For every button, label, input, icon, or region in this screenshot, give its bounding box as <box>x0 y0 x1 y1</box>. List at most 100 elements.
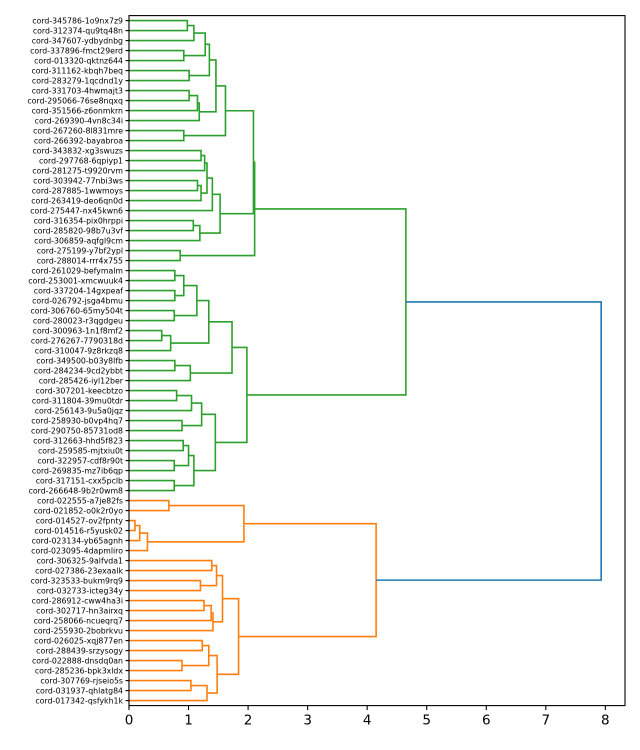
dendrogram-link <box>174 274 185 297</box>
leaf-label: cord-032733-icteg34y <box>37 586 124 595</box>
leaf-label: cord-290750-85731od8 <box>31 426 123 435</box>
leaf-label: cord-347607-ydbydnbg <box>32 36 123 45</box>
dendrogram-link <box>129 102 201 122</box>
leaf-label: cord-349500-b03y8lfb <box>36 356 123 365</box>
dendrogram-link <box>129 499 170 512</box>
dendrogram-link <box>129 177 214 212</box>
leaf-label: cord-261029-befymalm <box>31 266 123 275</box>
leaf-label: cord-275447-nx45kwn6 <box>30 206 123 215</box>
leaf-label: cord-017342-qsfykh1k <box>35 696 123 705</box>
leaf-label: cord-022555-a7je82fs <box>37 496 123 505</box>
leaf-label: cord-306325-9alfvda1 <box>37 556 123 565</box>
x-tick-label: 5 <box>422 713 431 729</box>
leaf-label: cord-316354-pix0hrppi <box>34 216 123 225</box>
dendrogram-link <box>129 679 192 692</box>
dendrogram-link <box>174 454 195 487</box>
leaf-label: cord-288014-rrr4x755 <box>37 256 123 265</box>
leaf-label: cord-343832-xg3swuzs <box>32 146 123 155</box>
dendrogram-link <box>129 612 214 632</box>
leaf-label: cord-014516-r5yusk02 <box>34 526 123 535</box>
leaf-label: cord-266392-bayabroa <box>34 136 123 145</box>
leaf-label: cord-297768-6qpiyp1 <box>39 156 123 165</box>
dendrogram-link <box>129 532 149 552</box>
dendrogram-link <box>190 321 233 374</box>
dendrogram-link <box>174 284 198 317</box>
leaf-label: cord-337204-14gxpeaf <box>34 286 123 295</box>
dendrogram-link <box>199 59 217 113</box>
dendrogram-link <box>129 69 190 82</box>
leaf-label: cord-253001-xmcwuuk4 <box>28 276 123 285</box>
x-tick-label: 3 <box>303 713 312 729</box>
leaf-label: cord-283279-1qcdnd1y <box>32 76 123 85</box>
dendrogram-link <box>129 394 193 412</box>
x-tick-label: 4 <box>363 713 372 729</box>
leaf-label: cord-307769-rjseio5s <box>40 676 123 685</box>
leaf-label: cord-267260-8l831mre <box>33 126 123 135</box>
leaf-label: cord-255930-2bobrkvu <box>34 626 123 635</box>
leaf-label: cord-311162-kbqh7beq <box>32 66 124 75</box>
leaf-label: cord-302717-hn3airxq <box>36 606 123 615</box>
x-tick-label: 7 <box>542 713 551 729</box>
dendrogram-link <box>170 299 210 344</box>
dendrogram-link <box>174 444 190 467</box>
leaf-label: cord-295066-76se8nqxq <box>27 96 123 105</box>
dendrogram-link <box>129 604 212 622</box>
dendrogram-link <box>129 94 199 112</box>
dendrogram-link <box>129 359 176 372</box>
leaf-label: cord-300963-1n1f8mf2 <box>33 326 123 335</box>
x-axis: 0 1 2 3 4 5 6 7 8 <box>125 705 610 729</box>
leaf-label: cord-014527-ov2fpnty <box>36 516 124 525</box>
leaf-label: cord-269390-4vn8c34i <box>35 116 123 125</box>
dendrogram-link <box>129 559 213 572</box>
leaf-label: cord-031937-qhlatg84 <box>36 686 123 695</box>
dendrogram-link <box>189 43 211 77</box>
leaf-label: cord-351566-z6onmkrn <box>32 106 123 115</box>
dendrogram-link <box>183 32 207 57</box>
dendrogram-link <box>129 419 183 432</box>
dendrogram-root-link <box>376 301 602 581</box>
dendrogram-link <box>129 329 163 342</box>
leaf-label: cord-026792-jsga4bmu <box>32 296 123 305</box>
x-tick-label: 8 <box>601 713 610 729</box>
leaf-label: cord-331703-4hwmajt3 <box>32 86 123 95</box>
dendrogram-link <box>129 389 178 402</box>
leaf-label: cord-022888-dnsdq0an <box>32 656 123 665</box>
dendrogram-link <box>129 639 204 652</box>
dendrogram-link <box>129 684 208 702</box>
x-tick-label: 0 <box>125 713 134 729</box>
leaf-label: cord-310047-9z8rkzq8 <box>35 346 123 355</box>
dendrogram-link <box>193 413 217 472</box>
leaf-label: cord-023134-yb65agnh <box>32 536 123 545</box>
dendrogram-link <box>129 19 189 32</box>
leaf-label: cord-306859-aqfgl9cm <box>34 236 123 245</box>
leaf-label: cord-337896-fmct29erd <box>30 46 123 55</box>
dendrogram-link <box>212 574 224 623</box>
dendrogram-link <box>129 659 183 672</box>
dendrogram-link <box>181 402 203 427</box>
dendrogram-link <box>129 89 190 102</box>
dendrogram-link <box>129 519 136 532</box>
leaf-label: cord-266648-9b2r0wm8 <box>29 486 123 495</box>
leaf-label: cord-258066-ncueqrq7 <box>34 616 123 625</box>
leaf-label: cord-026025-xqj877en <box>34 636 123 645</box>
dendrogram-link <box>129 49 185 62</box>
dendrogram-link <box>129 579 202 592</box>
leaf-label: cord-312663-hhd5f823 <box>33 436 123 445</box>
leaf-label: cord-023095-4dapmliro <box>31 546 123 555</box>
dendrogram-link <box>129 154 206 172</box>
leaf-label: cord-312374-qu9tq48n <box>33 26 123 35</box>
leaf-label: cord-285236-bpk3xldx <box>35 666 124 675</box>
x-tick-label: 6 <box>482 713 491 729</box>
leaf-label: cord-276267-7790318d <box>31 336 123 345</box>
dendrogram-link <box>129 309 176 322</box>
leaf-labels: cord-345786-1o9nx7z9cord-312374-qu9tq48n… <box>27 16 129 705</box>
dendrogram-link <box>201 162 208 194</box>
dendrogram-link <box>246 208 407 396</box>
leaf-label: cord-263419-deo6qn0d <box>31 196 123 205</box>
leaf-label: cord-345786-1o9nx7z9 <box>32 16 123 25</box>
dendrogram-link <box>181 644 210 667</box>
dendrogram-link <box>129 149 202 162</box>
dendrogram-link <box>217 597 240 676</box>
leaf-label: cord-259585-mjtxiu0t <box>38 446 123 455</box>
leaf-label: cord-287885-1wwmoys <box>32 186 123 195</box>
